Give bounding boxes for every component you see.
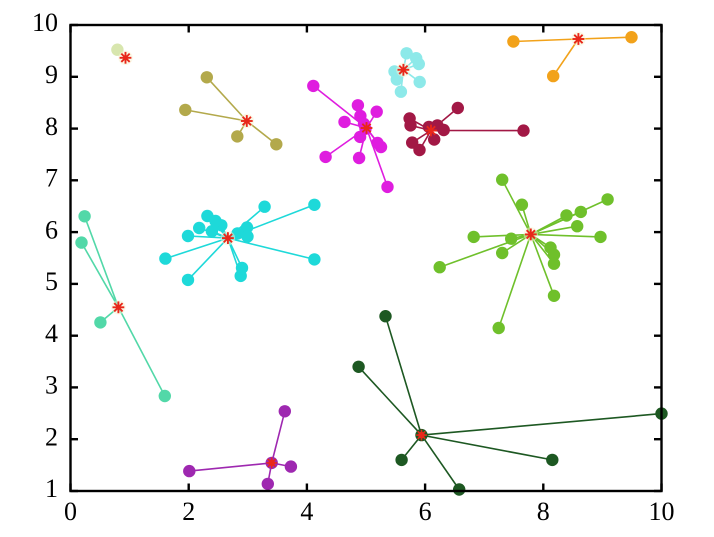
svg-text:8: 8 (537, 497, 550, 526)
svg-text:2: 2 (45, 422, 58, 451)
svg-text:7: 7 (45, 164, 58, 193)
svg-text:10: 10 (32, 8, 58, 37)
svg-text:0: 0 (64, 497, 77, 526)
svg-text:5: 5 (45, 267, 58, 296)
svg-text:1: 1 (45, 474, 58, 503)
svg-text:6: 6 (45, 215, 58, 244)
svg-text:4: 4 (45, 319, 58, 348)
svg-text:8: 8 (45, 112, 58, 141)
svg-text:3: 3 (45, 371, 58, 400)
svg-text:4: 4 (300, 497, 313, 526)
svg-text:6: 6 (419, 497, 432, 526)
svg-text:10: 10 (649, 497, 675, 526)
svg-text:9: 9 (45, 60, 58, 89)
svg-text:2: 2 (182, 497, 195, 526)
